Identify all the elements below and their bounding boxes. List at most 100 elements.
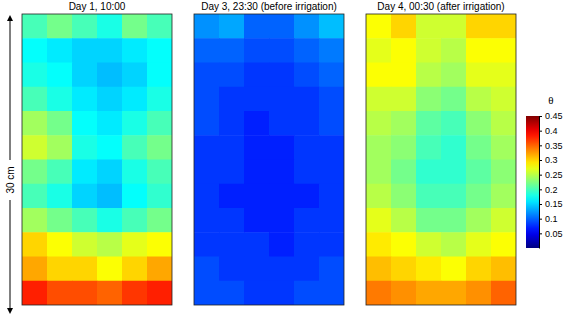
heatmap-cell [391, 63, 417, 88]
heatmap-cell [72, 281, 98, 305]
colorbar-tick-mark [539, 219, 542, 220]
heatmap-cell [72, 14, 98, 39]
heatmap-cell [294, 208, 320, 233]
heatmap-cell [219, 135, 245, 160]
heatmap-cell [147, 232, 172, 257]
heatmap-cell [391, 281, 417, 305]
heatmap-cell [47, 257, 73, 282]
heatmap-cell [22, 87, 48, 112]
heatmap-cell [147, 111, 172, 136]
panel-title: Day 3, 23:30 (before irrigation) [201, 1, 337, 12]
heatmap-cell [219, 160, 245, 185]
heatmap-cell [269, 111, 295, 136]
heatmap-cell [391, 87, 417, 112]
heatmap-cell [122, 160, 148, 185]
heatmap-cell [219, 232, 245, 257]
heatmap-cell [72, 87, 98, 112]
heatmap-cell [366, 184, 392, 209]
heatmap-cell [269, 160, 295, 185]
heatmap-cell [491, 281, 516, 305]
heatmap-cell [319, 111, 344, 136]
heatmap-cell [491, 87, 516, 112]
heatmap-cell [466, 87, 492, 112]
scale-label: 30 cm [5, 166, 16, 193]
heatmap-cell [194, 135, 220, 160]
colorbar-tick-mark [539, 116, 542, 117]
colorbar-tick-mark [539, 204, 542, 205]
heatmap-cell [97, 135, 123, 160]
heatmap-cell [244, 87, 270, 112]
colorbar-tick-mark [539, 189, 542, 190]
heatmap-cell [47, 160, 73, 185]
heatmap-cell [244, 160, 270, 185]
heatmap-cell [416, 135, 442, 160]
heatmap-cell [22, 63, 48, 88]
heatmap-cell [244, 63, 270, 88]
heatmap-cell [122, 135, 148, 160]
heatmap-cell [194, 160, 220, 185]
colorbar-tick-label: 0.15 [545, 199, 563, 209]
heatmap-panel [194, 14, 344, 305]
heatmap-cell [441, 281, 467, 305]
heatmap-cell [47, 184, 73, 209]
heatmap-cell [441, 257, 467, 282]
colorbar-tick-mark [539, 175, 542, 176]
heatmap-cell [441, 87, 467, 112]
heatmap-cell [97, 208, 123, 233]
heatmap-cell [97, 232, 123, 257]
heatmap-cell [219, 184, 245, 209]
colorbar-tick: 0.3 [539, 155, 558, 165]
heatmap-cell [466, 208, 492, 233]
heatmap-cell [441, 63, 467, 88]
heatmap-cell [47, 208, 73, 233]
heatmap-cell [416, 87, 442, 112]
heatmap-cell [244, 184, 270, 209]
heatmap-cell [294, 63, 320, 88]
heatmap-cell [244, 257, 270, 282]
colorbar-tick-mark [539, 131, 542, 132]
colorbar-tick-label: 0.45 [545, 111, 563, 121]
heatmap-cell [219, 38, 245, 63]
heatmap-cell [147, 160, 172, 185]
heatmap-cell [22, 111, 48, 136]
heatmap-cell [72, 111, 98, 136]
heatmap-cell [491, 63, 516, 88]
heatmap-cell [491, 135, 516, 160]
heatmap-cell [97, 111, 123, 136]
heatmap-cell [122, 38, 148, 63]
heatmap-cell [72, 160, 98, 185]
panel-frame [22, 14, 172, 305]
heatmap-cell [147, 87, 172, 112]
heatmap-cell [366, 281, 392, 305]
heatmap-cell [491, 257, 516, 282]
heatmap-cell [122, 111, 148, 136]
heatmap-cell [466, 184, 492, 209]
heatmap-cell [319, 63, 344, 88]
heatmap-cell [416, 257, 442, 282]
heatmap-cell [22, 14, 48, 39]
heatmap-cell [147, 63, 172, 88]
heatmap-cell [244, 208, 270, 233]
heatmap-cell [22, 135, 48, 160]
heatmap-cell [269, 184, 295, 209]
heatmap-cell [319, 232, 344, 257]
panel-title: Day 4, 00:30 (after irrigation) [377, 1, 504, 12]
heatmap-cell [294, 257, 320, 282]
heatmap-cell [294, 160, 320, 185]
colorbar-tick: 0.1 [539, 214, 558, 224]
heatmap-cell [219, 111, 245, 136]
heatmap-panel [22, 14, 172, 305]
heatmap-cell [441, 135, 467, 160]
heatmap-cell [319, 160, 344, 185]
heatmap-cell [294, 232, 320, 257]
heatmap-cell [194, 38, 220, 63]
colorbar-tick-label: 0.25 [545, 170, 563, 180]
heatmap-cell [366, 257, 392, 282]
heatmap-cell [147, 135, 172, 160]
heatmap-cell [122, 257, 148, 282]
heatmap-cell [269, 63, 295, 88]
colorbar-tick-mark [539, 145, 542, 146]
heatmap-cell [416, 160, 442, 185]
scale-arrow [10, 18, 11, 160]
heatmap-cell [219, 63, 245, 88]
